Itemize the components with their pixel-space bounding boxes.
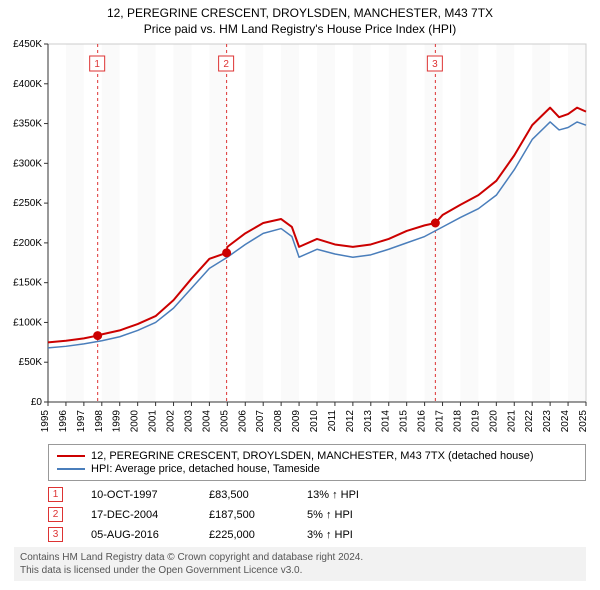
svg-text:1997: 1997 — [76, 410, 87, 433]
title-main: 12, PEREGRINE CRESCENT, DROYLSDEN, MANCH… — [4, 6, 596, 20]
svg-text:2024: 2024 — [560, 410, 571, 433]
transaction-price: £225,000 — [209, 529, 279, 541]
title-block: 12, PEREGRINE CRESCENT, DROYLSDEN, MANCH… — [0, 0, 600, 38]
svg-text:2007: 2007 — [255, 410, 266, 433]
svg-text:2006: 2006 — [237, 410, 248, 433]
svg-text:£100K: £100K — [13, 317, 42, 328]
svg-text:2017: 2017 — [435, 410, 446, 433]
transaction-price: £83,500 — [209, 489, 279, 501]
legend-row: HPI: Average price, detached house, Tame… — [57, 463, 577, 475]
svg-text:2011: 2011 — [327, 410, 338, 432]
svg-text:2012: 2012 — [345, 410, 356, 433]
transaction-pct: 3% ↑ HPI — [307, 529, 397, 541]
svg-text:1996: 1996 — [58, 410, 69, 433]
legend-swatch — [57, 455, 85, 457]
transaction-marker: 3 — [48, 527, 63, 542]
transaction-price: £187,500 — [209, 509, 279, 521]
transaction-row: 1 10-OCT-1997 £83,500 13% ↑ HPI — [48, 487, 586, 502]
svg-text:2022: 2022 — [524, 410, 535, 433]
svg-text:1995: 1995 — [40, 410, 51, 433]
svg-text:2008: 2008 — [273, 410, 284, 433]
transaction-date: 05-AUG-2016 — [91, 529, 181, 541]
chart-svg: £0 £50K £100K £150K £200K £250K £300K £350K £400… — [0, 38, 600, 438]
transaction-marker: 2 — [48, 507, 63, 522]
svg-text:2010: 2010 — [309, 410, 320, 433]
transaction-date: 17-DEC-2004 — [91, 509, 181, 521]
transactions-table: 1 10-OCT-1997 £83,500 13% ↑ HPI 2 17-DEC-2004… — [48, 487, 586, 542]
legend-swatch — [57, 468, 85, 470]
svg-text:2001: 2001 — [148, 410, 159, 433]
svg-text:£200K: £200K — [13, 238, 42, 249]
svg-text:2000: 2000 — [130, 410, 141, 433]
svg-text:2025: 2025 — [578, 410, 589, 433]
svg-text:2021: 2021 — [506, 410, 517, 433]
svg-text:£150K: £150K — [13, 278, 42, 289]
legend-label: 12, PEREGRINE CRESCENT, DROYLSDEN, MANCH… — [91, 450, 534, 462]
footer-attribution: Contains HM Land Registry data © Crown c… — [14, 547, 586, 581]
svg-text:£300K: £300K — [13, 158, 42, 169]
svg-text:2003: 2003 — [183, 410, 194, 433]
transaction-row: 2 17-DEC-2004 £187,500 5% ↑ HPI — [48, 507, 586, 522]
svg-text:1999: 1999 — [112, 410, 123, 433]
svg-text:£250K: £250K — [13, 198, 42, 209]
svg-text:£350K: £350K — [13, 119, 42, 130]
svg-text:2015: 2015 — [399, 410, 410, 433]
legend-row: 12, PEREGRINE CRESCENT, DROYLSDEN, MANCH… — [57, 450, 577, 462]
footer-line1: Contains HM Land Registry data © Crown c… — [20, 551, 580, 564]
transaction-date: 10-OCT-1997 — [91, 489, 181, 501]
svg-text:£50K: £50K — [19, 357, 43, 368]
svg-text:2013: 2013 — [363, 410, 374, 433]
svg-text:£450K: £450K — [13, 39, 42, 50]
transaction-row: 3 05-AUG-2016 £225,000 3% ↑ HPI — [48, 527, 586, 542]
svg-text:2014: 2014 — [381, 410, 392, 433]
title-sub: Price paid vs. HM Land Registry's House … — [4, 22, 596, 36]
transaction-pct: 13% ↑ HPI — [307, 489, 397, 501]
legend-label: HPI: Average price, detached house, Tame… — [91, 463, 320, 475]
svg-text:2002: 2002 — [166, 410, 177, 433]
svg-text:2: 2 — [223, 59, 229, 70]
svg-text:3: 3 — [432, 59, 438, 70]
svg-text:1: 1 — [94, 59, 100, 70]
svg-text:2004: 2004 — [201, 410, 212, 433]
svg-text:2005: 2005 — [219, 410, 230, 433]
footer-line2: This data is licensed under the Open Gov… — [20, 564, 580, 577]
chart: £0 £50K £100K £150K £200K £250K £300K £350K £400… — [0, 38, 600, 438]
svg-text:2016: 2016 — [417, 410, 428, 433]
svg-text:£400K: £400K — [13, 79, 42, 90]
svg-text:2023: 2023 — [542, 410, 553, 433]
svg-text:1998: 1998 — [94, 410, 105, 433]
svg-text:2020: 2020 — [488, 410, 499, 433]
figure-container: 12, PEREGRINE CRESCENT, DROYLSDEN, MANCH… — [0, 0, 600, 581]
transaction-pct: 5% ↑ HPI — [307, 509, 397, 521]
legend: 12, PEREGRINE CRESCENT, DROYLSDEN, MANCH… — [48, 444, 586, 481]
svg-text:2019: 2019 — [470, 410, 481, 433]
svg-text:£0: £0 — [31, 397, 43, 408]
svg-text:2018: 2018 — [452, 410, 463, 433]
svg-text:2009: 2009 — [291, 410, 302, 433]
transaction-marker: 1 — [48, 487, 63, 502]
